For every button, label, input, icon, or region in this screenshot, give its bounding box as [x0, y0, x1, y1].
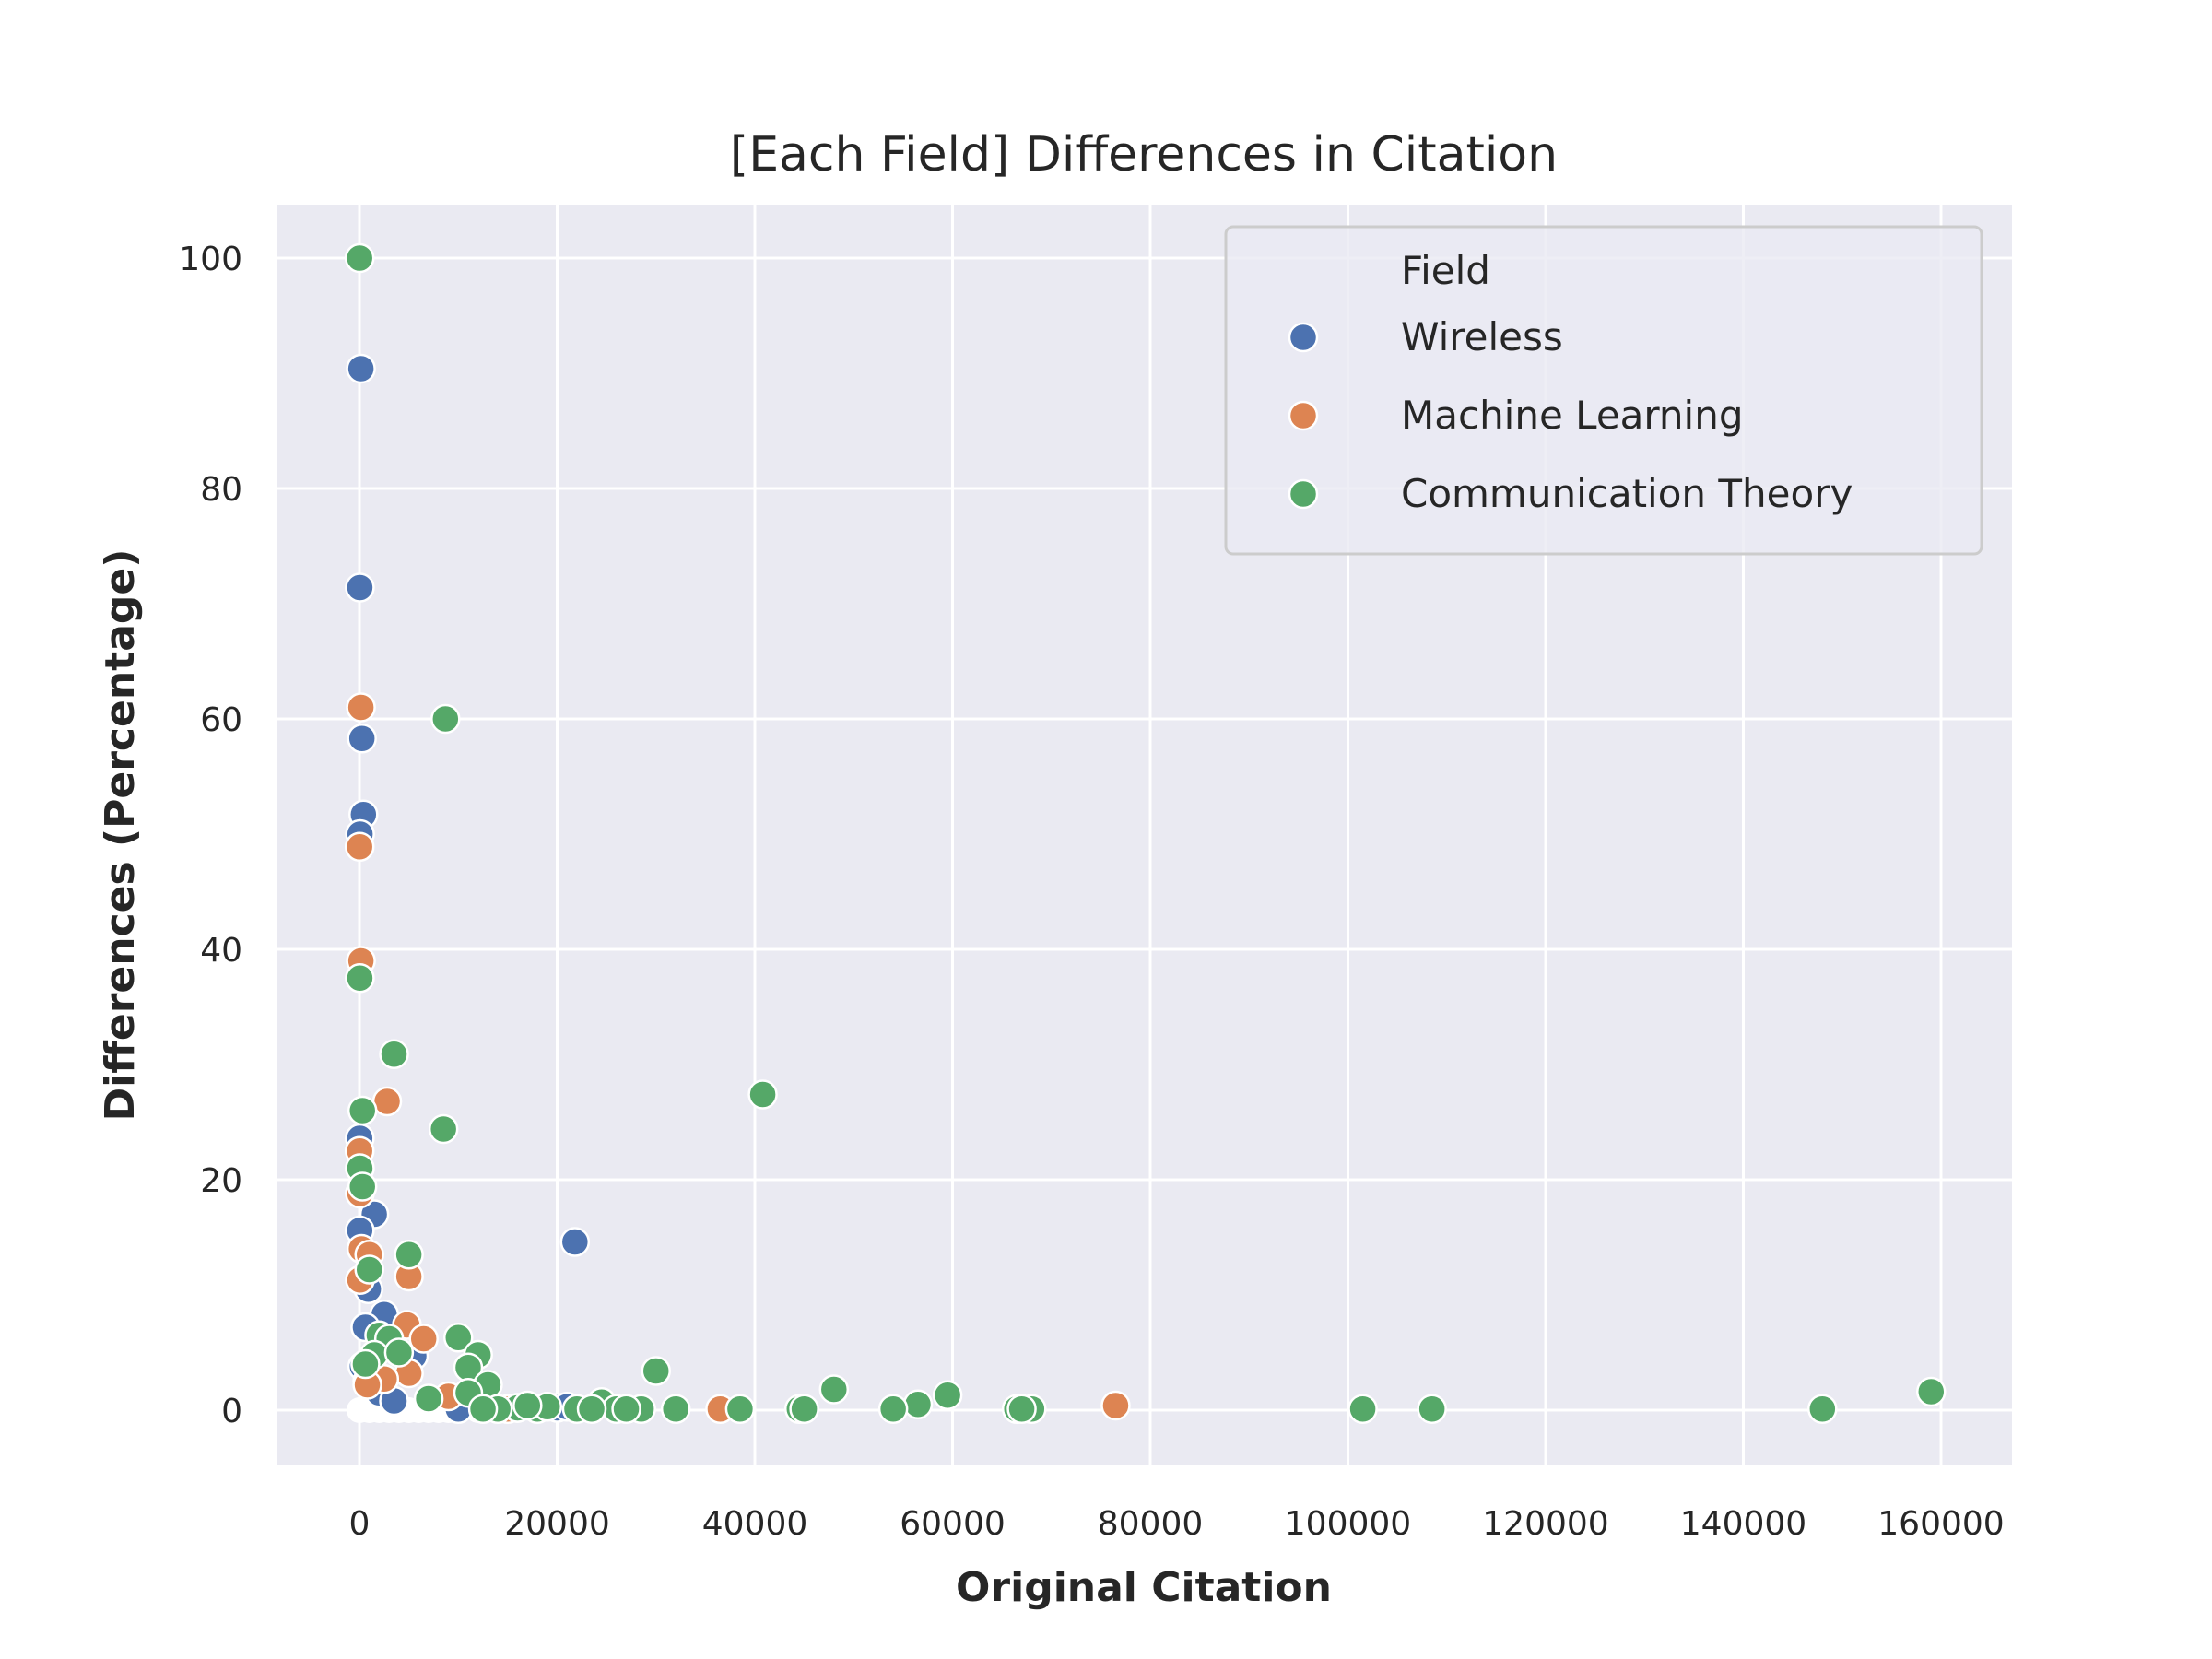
point-communication-theory — [344, 242, 375, 274]
point-communication-theory — [818, 1374, 850, 1405]
point-communication-theory — [350, 1348, 381, 1380]
chart-title: [Each Field] Differences in Citation — [730, 127, 1558, 182]
point-machine-learning — [344, 831, 375, 862]
x-tick-label: 0 — [349, 1505, 371, 1543]
legend: Field Wireless Machine Learning Communicat… — [1224, 225, 1983, 556]
point-communication-theory — [467, 1394, 499, 1424]
point-communication-theory — [1807, 1394, 1838, 1424]
y-tick-label: 0 — [221, 1393, 242, 1430]
point-communication-theory — [354, 1254, 384, 1285]
point-communication-theory — [383, 1337, 415, 1368]
point-communication-theory — [379, 1039, 409, 1069]
y-tick-labels: 0 20 40 60 80 100 — [179, 241, 242, 1430]
y-tick-label: 40 — [200, 932, 242, 970]
point-communication-theory — [1347, 1394, 1378, 1424]
point-communication-theory — [512, 1390, 543, 1421]
x-tick-label: 20000 — [504, 1505, 610, 1543]
legend-box — [1224, 225, 1983, 556]
point-communication-theory — [611, 1394, 641, 1424]
point-machine-learning — [408, 1324, 439, 1354]
point-machine-learning — [371, 1086, 403, 1117]
x-tick-label: 80000 — [1098, 1505, 1204, 1543]
x-tick-label: 40000 — [702, 1505, 808, 1543]
legend-marker-communication-theory — [1288, 478, 1319, 510]
point-communication-theory — [724, 1394, 756, 1424]
point-communication-theory — [789, 1394, 819, 1424]
legend-marker-wireless — [1288, 322, 1319, 353]
point-machine-learning — [1100, 1390, 1131, 1421]
x-axis-label: Original Citation — [956, 1564, 1332, 1611]
point-communication-theory — [430, 703, 461, 735]
point-wireless — [346, 353, 376, 384]
data-points — [344, 242, 1947, 1424]
point-wireless — [559, 1227, 591, 1257]
point-communication-theory — [932, 1380, 963, 1410]
point-communication-theory — [1417, 1394, 1447, 1424]
legend-label-machine-learning: Machine Learning — [1401, 393, 1744, 438]
legend-label-wireless: Wireless — [1401, 314, 1563, 359]
point-communication-theory — [902, 1389, 934, 1419]
point-wireless — [345, 572, 375, 603]
point-communication-theory — [877, 1394, 909, 1424]
point-communication-theory — [660, 1394, 691, 1424]
point-communication-theory — [394, 1240, 424, 1270]
y-tick-label: 100 — [179, 241, 242, 278]
x-tick-label: 120000 — [1482, 1505, 1608, 1543]
point-communication-theory — [641, 1356, 671, 1386]
point-machine-learning — [346, 692, 376, 723]
point-communication-theory — [1006, 1394, 1037, 1424]
x-tick-label: 160000 — [1877, 1505, 2004, 1543]
x-tick-label: 100000 — [1285, 1505, 1411, 1543]
point-communication-theory — [428, 1113, 459, 1145]
point-communication-theory — [347, 1095, 378, 1126]
legend-items: Wireless Machine Learning Communication Th… — [1288, 314, 1853, 516]
point-communication-theory — [443, 1323, 474, 1353]
x-tick-label: 60000 — [900, 1505, 1006, 1543]
y-tick-label: 60 — [200, 701, 242, 739]
legend-title: Field — [1401, 248, 1490, 293]
y-tick-label: 20 — [200, 1162, 242, 1200]
x-tick-labels: 0 20000 40000 60000 80000 100000 120000 140000 1… — [349, 1505, 2005, 1543]
point-wireless — [347, 724, 377, 754]
x-tick-label: 140000 — [1680, 1505, 1806, 1543]
y-axis-label: Differences (Percentage) — [97, 549, 144, 1122]
point-communication-theory — [1916, 1376, 1947, 1407]
legend-label-communication-theory: Communication Theory — [1401, 471, 1853, 516]
point-communication-theory — [347, 1171, 378, 1202]
point-communication-theory — [345, 963, 375, 994]
point-communication-theory — [747, 1079, 778, 1110]
y-tick-label: 80 — [200, 471, 242, 509]
legend-marker-machine-learning — [1288, 400, 1319, 431]
point-communication-theory — [576, 1394, 607, 1424]
point-communication-theory — [413, 1383, 444, 1414]
